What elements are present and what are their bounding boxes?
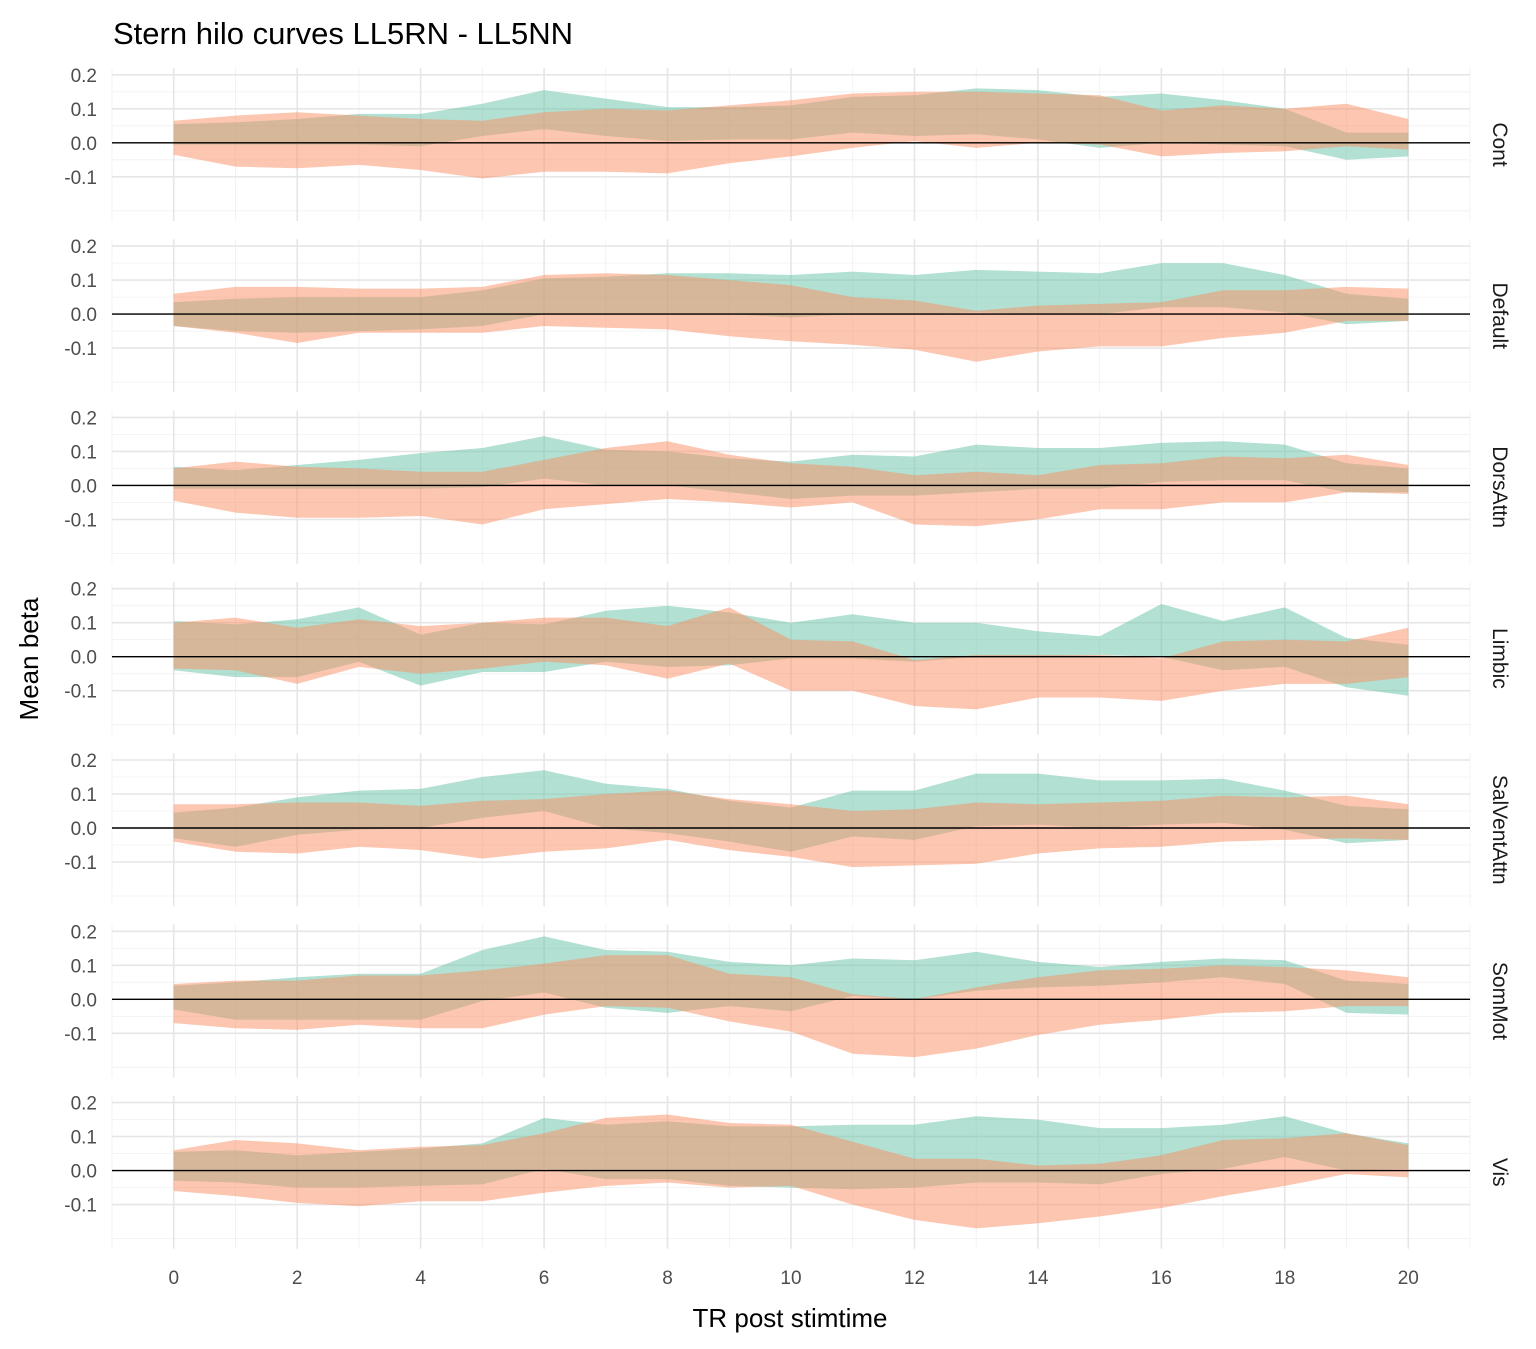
ribbon-orange-dorsattn [173,441,1409,527]
ribbon-orange-cont [173,91,1409,179]
facet-panels: -0.10.00.10.2Cont-0.10.00.10.2Default-0.… [64,66,1511,1249]
y-tick-label: 0.2 [71,751,97,772]
facet-panel-vis: -0.1 0.0 0.1 0.2 Vis [64,1094,1511,1249]
ribbon-orange-sommot [173,955,1409,1058]
x-axis-ticks: 0 2 4 6 8 10 12 14 16 18 20 [168,1268,1418,1289]
facet-strip-label: SomMot [1488,962,1511,1040]
x-tick-label: 14 [1027,1268,1049,1289]
x-tick-label: 20 [1398,1268,1419,1289]
x-tick-label: 0 [168,1268,179,1289]
facet-panel-default: -0.1 0.0 0.1 0.2 Default [64,237,1511,393]
facet-strip-label: Default [1488,283,1511,350]
ribbon-orange-default [173,273,1409,362]
y-tick-label: 0.2 [71,1094,97,1115]
y-tick-label: 0.2 [71,66,97,87]
x-tick-label: 2 [292,1268,303,1289]
y-tick-label: -0.1 [64,510,97,531]
x-tick-label: 12 [904,1268,925,1289]
y-tick-label: -0.1 [64,853,97,874]
facet-panel-sommot: -0.1 0.0 0.1 0.2 SomMot [64,922,1511,1078]
facet-panel-salventattn: -0.1 0.0 0.1 0.2 SalVentAttn [64,751,1511,907]
y-axis-title: Mean beta [14,597,44,720]
facet-panel-limbic: -0.1 0.0 0.1 0.2 Limbic [64,580,1511,735]
y-tick-label: 0.1 [71,614,97,635]
x-tick-label: 6 [539,1268,550,1289]
ribbon-orange-vis [173,1114,1409,1229]
x-tick-label: 4 [415,1268,426,1289]
y-tick-label: -0.1 [64,339,97,360]
y-tick-label: -0.1 [64,1024,97,1045]
facet-strip-label: DorsAttn [1488,446,1511,528]
y-tick-label: 0.2 [71,580,97,601]
x-tick-label: 8 [662,1268,673,1289]
ribbon-orange-limbic [173,607,1409,710]
ribbon-orange-salventattn [173,790,1409,868]
x-tick-label: 18 [1274,1268,1295,1289]
y-tick-label: 0.0 [71,305,97,326]
facet-strip-label: Vis [1488,1158,1511,1187]
y-tick-label: 0.1 [71,442,97,463]
y-tick-label: 0.0 [71,819,97,840]
y-tick-label: 0.0 [71,476,97,497]
x-axis-title: TR post stimtime [692,1303,887,1333]
facet-panel-cont: -0.1 0.0 0.1 0.2 Cont [64,66,1511,221]
y-tick-label: 0.0 [71,134,97,155]
y-tick-label: 0.0 [71,1162,97,1183]
y-tick-label: 0.0 [71,648,97,669]
y-tick-label: -0.1 [64,168,97,189]
y-tick-label: 0.1 [71,785,97,806]
facet-strip-label: Limbic [1488,628,1511,689]
y-tick-label: -0.1 [64,682,97,703]
x-tick-label: 10 [780,1268,801,1289]
chart-title: Stern hilo curves LL5RN - LL5NN [113,16,573,51]
facet-panel-dorsattn: -0.1 0.0 0.1 0.2 DorsAttn [64,408,1511,564]
x-tick-label: 16 [1151,1268,1172,1289]
y-tick-label: 0.1 [71,100,97,121]
y-tick-label: 0.2 [71,408,97,429]
y-tick-label: 0.0 [71,990,97,1011]
y-tick-label: 0.1 [71,271,97,292]
y-tick-label: 0.1 [71,1128,97,1149]
y-tick-label: -0.1 [64,1196,97,1217]
facet-strip-label: Cont [1488,122,1511,167]
y-tick-label: 0.2 [71,237,97,258]
y-tick-label: 0.2 [71,922,97,943]
facet-strip-label: SalVentAttn [1488,775,1511,885]
y-tick-label: 0.1 [71,956,97,977]
